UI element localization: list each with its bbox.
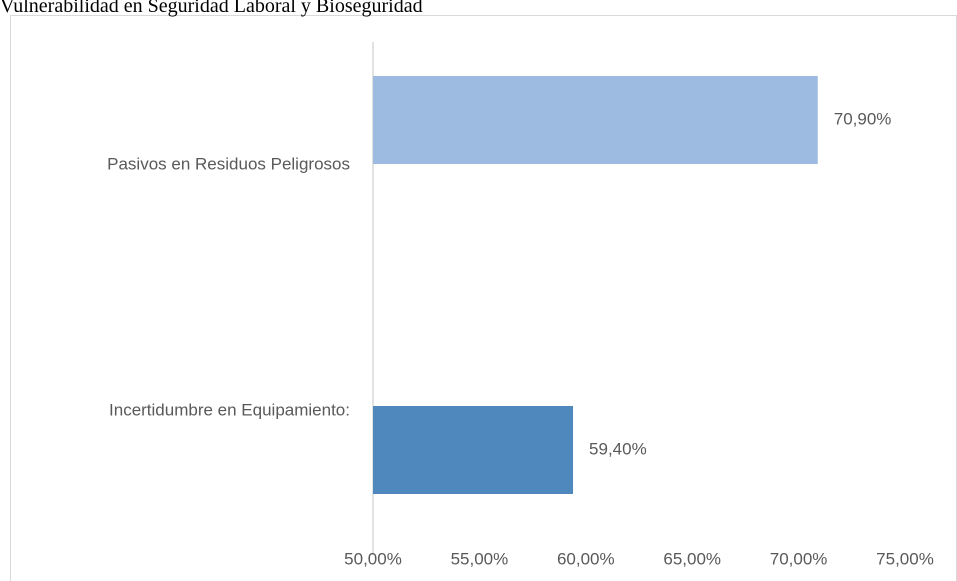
y-tick-label: Incertidumbre en Equipamiento:	[109, 400, 350, 419]
x-tick-label: 70,00%	[770, 549, 828, 568]
x-tick-label: 75,00%	[876, 549, 934, 568]
data-label: 59,40%	[589, 439, 647, 458]
chart-title: Vulnerabilidad en Seguridad Laboral y Bi…	[0, 0, 423, 17]
x-tick-label: 65,00%	[663, 549, 721, 568]
y-tick-label: Pasivos en Residuos Peligrosos	[107, 154, 350, 173]
x-tick-label: 60,00%	[557, 549, 615, 568]
bar	[373, 406, 574, 494]
x-tick-label: 55,00%	[451, 549, 509, 568]
x-tick-label: 50,00%	[344, 549, 402, 568]
bar	[373, 76, 818, 164]
data-label: 70,90%	[834, 109, 892, 128]
